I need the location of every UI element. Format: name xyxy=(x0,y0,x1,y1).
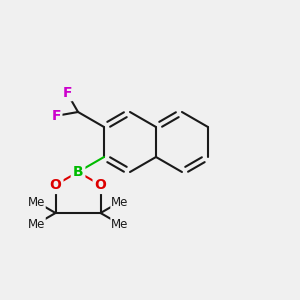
Text: Me: Me xyxy=(111,196,128,208)
Text: O: O xyxy=(50,178,61,192)
Text: Me: Me xyxy=(111,218,128,230)
Text: F: F xyxy=(62,86,72,100)
Text: B: B xyxy=(73,165,83,179)
Text: F: F xyxy=(52,109,61,123)
Text: Me: Me xyxy=(28,196,45,208)
Text: O: O xyxy=(94,178,106,192)
Text: Me: Me xyxy=(28,218,45,230)
